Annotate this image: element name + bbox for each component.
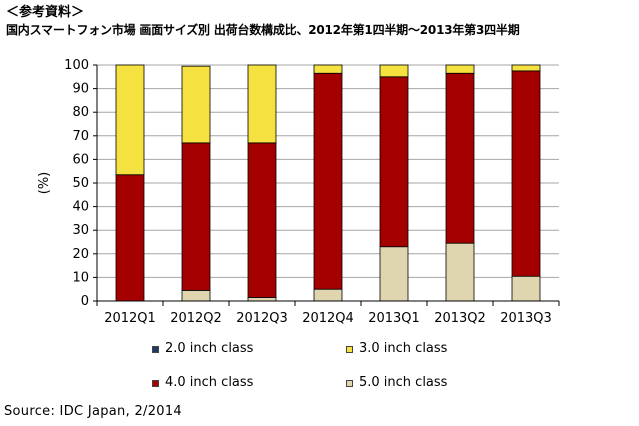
y-tick-label: 90 xyxy=(72,82,89,97)
legend-swatch xyxy=(346,345,353,353)
y-tick-label: 20 xyxy=(72,247,89,262)
y-tick-label: 50 xyxy=(72,176,89,191)
x-tick-label: 2013Q2 xyxy=(434,311,486,326)
bar-segment xyxy=(445,64,475,74)
y-tick-label: 60 xyxy=(72,152,89,167)
chart-title: 国内スマートフォン市場 画面サイズ別 出荷台数構成比、2012年第1四半期～20… xyxy=(6,23,520,37)
bar-segment xyxy=(313,72,343,290)
y-tick-label: 30 xyxy=(72,223,89,238)
bar-segment xyxy=(313,288,343,302)
x-tick-label: 2012Q1 xyxy=(104,311,156,326)
bar-segment xyxy=(379,246,409,302)
bar-segment xyxy=(247,64,277,144)
bar-segment xyxy=(313,64,343,74)
x-tick-label: 2013Q3 xyxy=(500,311,552,326)
x-tick-label: 2012Q2 xyxy=(170,311,222,326)
x-tick-label: 2012Q3 xyxy=(236,311,288,326)
bar-segment xyxy=(247,142,277,298)
legend-item-5-0-inch: 5.0 inch class xyxy=(346,376,447,390)
heading: ＜参考資料＞ xyxy=(6,5,85,20)
x-tick-label: 2013Q1 xyxy=(368,311,420,326)
x-tick-label: 2012Q4 xyxy=(302,311,354,326)
legend-item-2-0-inch: 2.0 inch class xyxy=(152,342,253,356)
y-tick-label: 80 xyxy=(72,105,89,120)
bar-segment xyxy=(181,65,211,144)
bar-segment xyxy=(115,64,145,176)
legend-label: 2.0 inch class xyxy=(165,341,254,356)
bar-segment xyxy=(445,72,475,244)
legend-swatch xyxy=(152,345,159,353)
legend-item-4-0-inch: 4.0 inch class xyxy=(152,376,253,390)
legend-label: 3.0 inch class xyxy=(359,341,448,356)
y-tick-label: 0 xyxy=(81,294,89,309)
bar-segment xyxy=(511,275,541,302)
bar-segment xyxy=(247,297,277,302)
y-tick-label: 10 xyxy=(72,270,89,285)
bar-segment xyxy=(181,142,211,291)
legend-item-3-0-inch: 3.0 inch class xyxy=(346,342,447,356)
bar-segment xyxy=(511,70,541,277)
y-tick-label: 100 xyxy=(64,58,89,73)
legend-label: 5.0 inch class xyxy=(359,375,448,390)
bar-segment xyxy=(511,64,541,72)
source-note: Source: IDC Japan, 2/2014 xyxy=(4,404,182,419)
y-tick-label: 70 xyxy=(72,129,89,144)
legend-swatch xyxy=(152,379,159,387)
y-tick-label: 40 xyxy=(72,200,89,215)
bar-segment xyxy=(379,64,409,78)
bar-segment xyxy=(379,76,409,248)
legend-swatch xyxy=(346,379,353,387)
legend-label: 4.0 inch class xyxy=(165,375,254,390)
y-axis-label: (%) xyxy=(37,172,52,195)
bar-segment xyxy=(181,289,211,302)
bar-segment xyxy=(115,174,145,302)
bar-segment xyxy=(445,242,475,302)
